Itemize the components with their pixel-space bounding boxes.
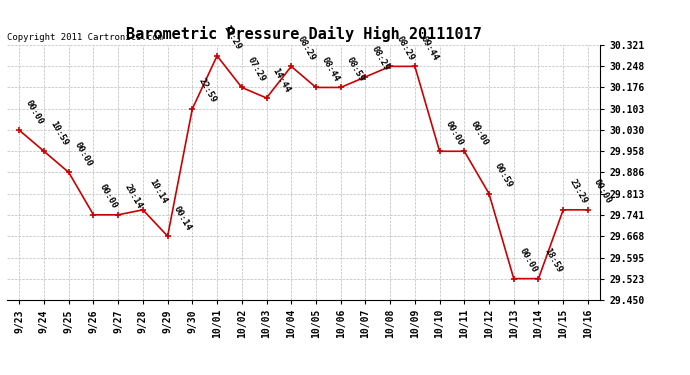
Text: 00:14: 00:14 [172, 204, 193, 232]
Text: 23:29: 23:29 [567, 178, 589, 206]
Text: 08:29: 08:29 [295, 34, 317, 62]
Text: 20:14: 20:14 [122, 183, 144, 211]
Title: Barometric Pressure Daily High 20111017: Barometric Pressure Daily High 20111017 [126, 27, 482, 42]
Text: 08:29: 08:29 [394, 34, 415, 62]
Text: 00:00: 00:00 [97, 183, 119, 211]
Text: 08:59: 08:59 [345, 56, 366, 83]
Text: 09:44: 09:44 [419, 34, 440, 62]
Text: 14:44: 14:44 [270, 66, 292, 94]
Text: 18:59: 18:59 [542, 247, 564, 274]
Text: 10:59: 10:59 [48, 119, 70, 147]
Text: 00:00: 00:00 [23, 98, 45, 126]
Text: 00:00: 00:00 [444, 119, 465, 147]
Text: 08:29: 08:29 [370, 45, 391, 73]
Text: 08:44: 08:44 [320, 56, 342, 83]
Text: 07:29: 07:29 [246, 56, 267, 83]
Text: 00:59: 00:59 [493, 162, 515, 189]
Text: 10:14: 10:14 [147, 178, 168, 206]
Text: 11:29: 11:29 [221, 24, 242, 52]
Text: 00:00: 00:00 [592, 178, 613, 206]
Text: 00:00: 00:00 [518, 247, 539, 274]
Text: 00:00: 00:00 [469, 119, 490, 147]
Text: 00:00: 00:00 [73, 140, 94, 168]
Text: 22:59: 22:59 [197, 77, 218, 105]
Text: Copyright 2011 Cartronics.com: Copyright 2011 Cartronics.com [7, 33, 163, 42]
